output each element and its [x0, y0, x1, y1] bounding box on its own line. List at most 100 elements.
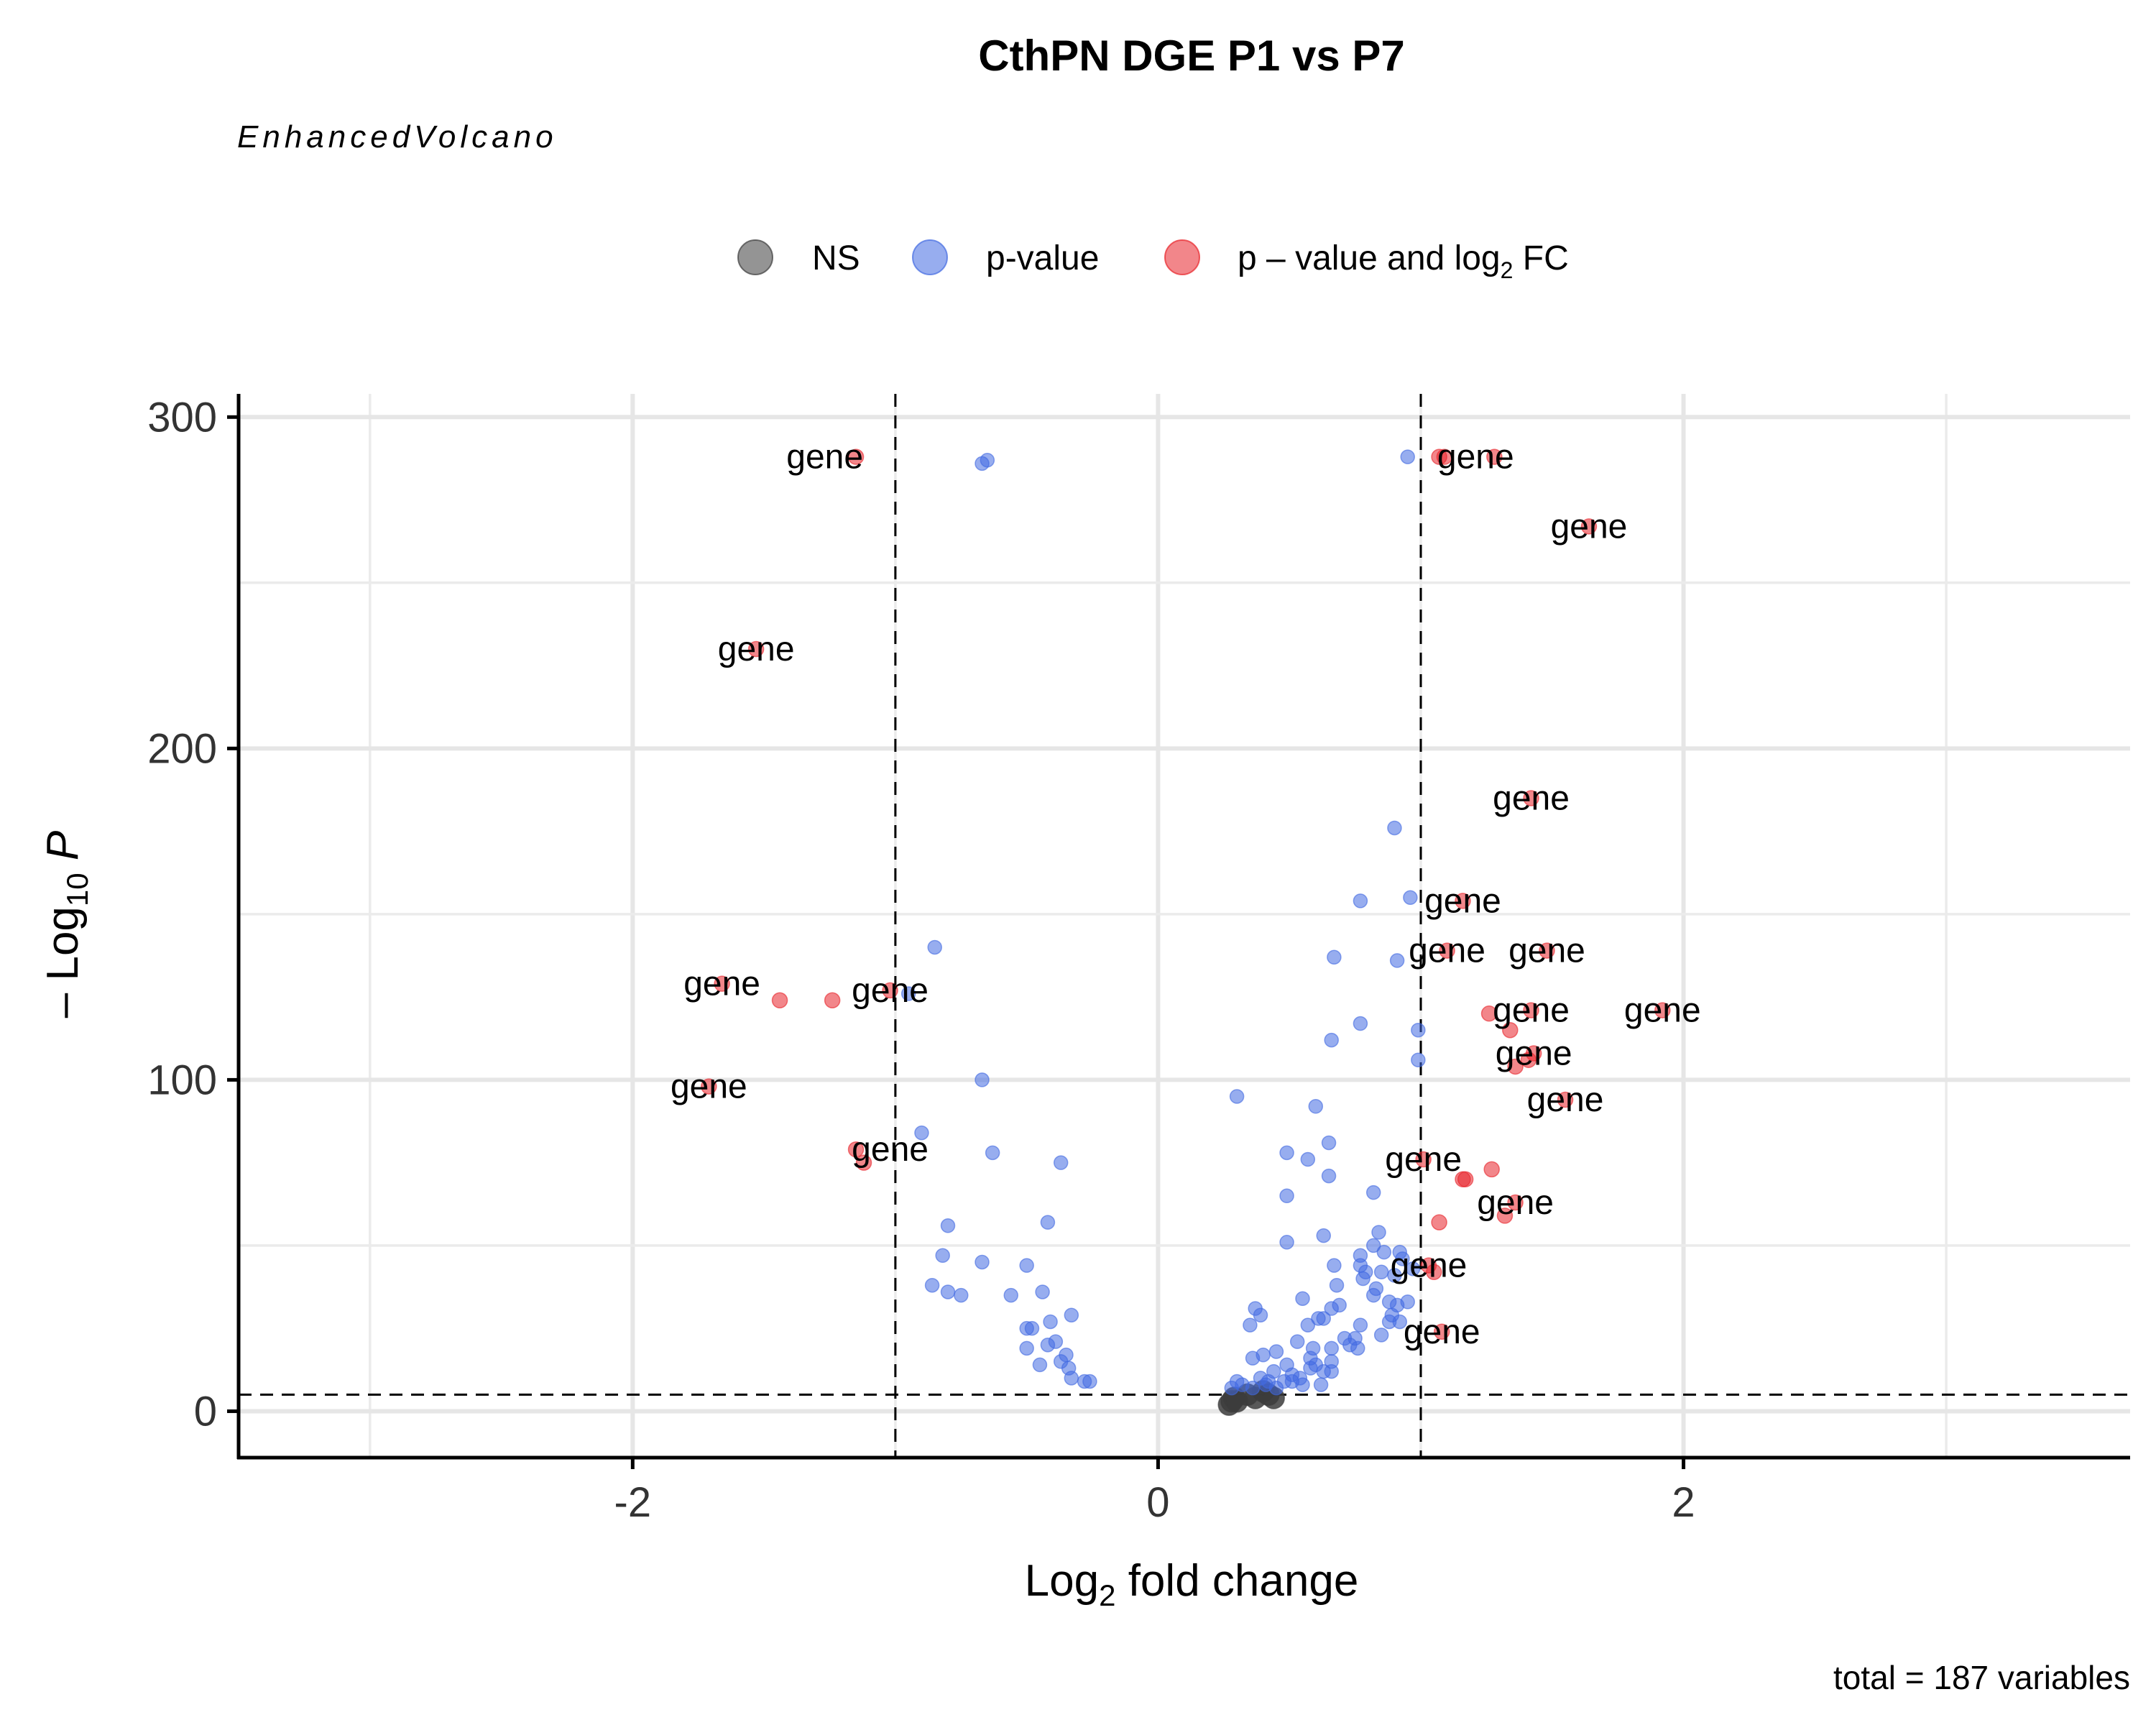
data-point-p [1324, 1032, 1339, 1048]
x-tick-label: 0 [1146, 1479, 1169, 1526]
data-point-p [1387, 1268, 1402, 1283]
chart-subtitle: EnhancedVolcano [237, 119, 558, 155]
data-point-both [1436, 448, 1453, 465]
data-point-p [1411, 1052, 1426, 1067]
data-point-p [1003, 1287, 1018, 1303]
data-point-p [1261, 1374, 1276, 1389]
data-point-both [771, 992, 788, 1008]
data-point-both [1520, 1052, 1537, 1068]
data-point-p [1353, 893, 1368, 908]
data-point-p [1019, 1258, 1034, 1273]
data-point-both [1523, 790, 1539, 806]
data-point-p [927, 939, 942, 955]
data-point-p [1245, 1351, 1261, 1366]
data-point-p [1327, 1258, 1342, 1273]
data-point-p [954, 1287, 969, 1303]
data-point-both [1431, 1214, 1447, 1230]
axes: -2 0 2 0 100 200 300 [147, 394, 2130, 1526]
data-point-p [1353, 1317, 1368, 1333]
data-point-p [1279, 1188, 1294, 1204]
point-label: gene [1409, 932, 1485, 970]
data-point-p [1064, 1371, 1079, 1386]
data-point-both [1654, 1002, 1671, 1018]
data-point-p [1035, 1284, 1050, 1300]
data-point-p [1300, 1317, 1316, 1333]
data-point-both [1523, 1002, 1539, 1018]
data-point-p [1024, 1320, 1040, 1336]
data-point-p [1082, 1374, 1097, 1389]
data-point-p [1064, 1307, 1079, 1322]
data-point-p [940, 1284, 956, 1300]
point-label: gene [1437, 438, 1514, 477]
legend-label-ns: NS [812, 239, 860, 277]
y-tick-label: 0 [194, 1388, 217, 1435]
data-point-p [1327, 949, 1342, 965]
data-point-p [1405, 1261, 1421, 1276]
data-point-p [1295, 1291, 1310, 1306]
chart-title: CthPN DGE P1 vs P7 [978, 32, 1405, 80]
data-point-p [1243, 1317, 1258, 1333]
data-point-p [1308, 1099, 1324, 1114]
point-label: gene [1527, 1081, 1604, 1119]
grid-lines [239, 394, 2130, 1458]
point-label: gene [683, 965, 760, 1003]
data-point-p [1279, 1145, 1294, 1161]
data-point-p [1321, 1168, 1337, 1184]
data-point-p [1279, 1235, 1294, 1250]
data-point-both [701, 1078, 717, 1095]
data-point-both [1539, 942, 1555, 959]
data-point-p [1224, 1380, 1240, 1396]
point-label: gene [852, 1131, 929, 1169]
data-point-p [1316, 1311, 1331, 1326]
data-point-p [924, 1277, 940, 1293]
data-point-p [1303, 1361, 1318, 1376]
data-point-p [1300, 1151, 1316, 1167]
data-point-p [1389, 953, 1405, 968]
data-point-p [1284, 1374, 1300, 1389]
data-point-p [1040, 1215, 1056, 1230]
data-point-p [1316, 1228, 1331, 1243]
data-point-p [1373, 1264, 1389, 1280]
data-point-both [1486, 448, 1503, 465]
y-axis-title: – Log10 P [38, 831, 94, 1018]
data-point-both [847, 1141, 865, 1158]
data-point-both [1415, 1151, 1432, 1168]
data-point-p [1324, 1301, 1339, 1316]
cutoff-lines [239, 394, 2130, 1458]
y-tick-label: 300 [147, 394, 217, 441]
data-point-p [1400, 1294, 1415, 1310]
point-label: gene [671, 1068, 747, 1106]
data-point-p [1321, 1135, 1337, 1151]
data-point-p [1329, 1277, 1345, 1293]
data-point-p [975, 1254, 990, 1270]
data-point-p [1032, 1357, 1048, 1373]
data-point-both [1457, 1171, 1474, 1187]
data-point-both [747, 640, 765, 658]
data-point-p [1381, 1314, 1397, 1330]
data-point-p [1313, 1377, 1329, 1392]
data-point-p [1229, 1089, 1245, 1104]
point-label: gene [1391, 1247, 1468, 1285]
data-point-p [1395, 1251, 1410, 1266]
data-point-both [882, 982, 898, 999]
legend-key-both [1164, 239, 1200, 275]
data-point-p [1373, 1328, 1389, 1343]
data-point-p [900, 986, 916, 1001]
legend-label-both: p – value and log2 FC [1238, 239, 1569, 283]
data-point-both [714, 975, 730, 992]
data-point-p [1376, 1244, 1392, 1260]
data-point-p [1411, 1022, 1426, 1038]
data-point-p [975, 1072, 990, 1087]
x-tick-label: -2 [614, 1479, 652, 1526]
point-label: gene [852, 972, 929, 1010]
data-point-both [1496, 1208, 1514, 1224]
point-label: gene [1385, 1141, 1462, 1179]
data-point-both [1507, 1058, 1524, 1075]
data-point-p [1289, 1334, 1305, 1349]
data-point-p [975, 456, 990, 472]
data-point-p [940, 1218, 956, 1233]
data-point-p [1353, 1016, 1368, 1031]
data-point-p [1019, 1340, 1034, 1356]
